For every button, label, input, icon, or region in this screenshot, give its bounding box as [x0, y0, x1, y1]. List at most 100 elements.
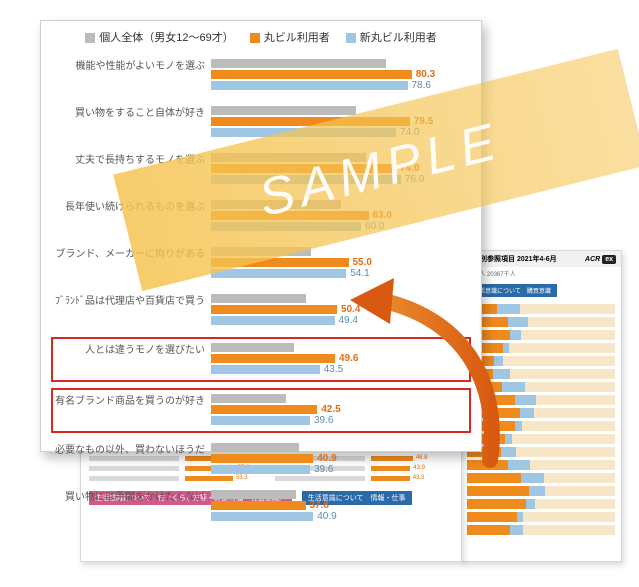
value-c: 39.6	[314, 464, 333, 475]
row-bars: 49.643.5	[211, 343, 467, 376]
value-c: 40.9	[317, 511, 336, 522]
legend-item: 個人全体（男女12～69才）	[85, 29, 233, 45]
legend-label: 新丸ビル利用者	[360, 32, 437, 44]
bar-series-a	[211, 394, 286, 403]
bgB-tile	[467, 343, 615, 353]
row-bars: 79.574.0	[211, 106, 467, 139]
row-label: ブランド、メーカーに拘りがある	[55, 247, 211, 262]
bar-series-b	[211, 258, 349, 267]
bar-series-b	[211, 164, 396, 173]
value-b: 79.5	[414, 116, 433, 127]
row-label: 買い物には手間をかけたくない	[55, 490, 211, 505]
bgB-tile	[467, 304, 615, 314]
legend-label: 丸ビル利用者	[264, 32, 330, 44]
bgB-tile	[467, 382, 615, 392]
value-c: 78.6	[412, 80, 431, 91]
value-b: 50.4	[341, 304, 360, 315]
chart-row: 機能や性能がよいモノを選ぶ80.378.6	[55, 59, 467, 92]
row-label: 買い物をすること自体が好き	[55, 106, 211, 121]
bgB-tiles	[461, 304, 621, 535]
bgB-tile	[467, 447, 615, 457]
row-bars: 40.939.6	[211, 443, 467, 476]
chart-row: 人とは違うモノを選びたい49.643.5	[55, 341, 467, 378]
value-c: 39.6	[314, 415, 333, 426]
chart-row: 長年使い続けられるものを選ぶ63.060.0	[55, 200, 467, 233]
bgB-tile	[467, 330, 615, 340]
row-bars: 55.054.1	[211, 247, 467, 280]
row-bars: 74.076.0	[211, 153, 467, 186]
bgB-header-right: ACRex	[585, 256, 616, 263]
value-b: 49.6	[339, 353, 358, 364]
bar-series-c	[211, 465, 310, 474]
row-label: 丈夫で長持ちするモノを選ぶ	[55, 153, 211, 168]
value-b: 63.0	[373, 210, 392, 221]
bar-series-b	[211, 70, 412, 79]
value-b: 55.0	[353, 257, 372, 268]
value-b: 80.3	[416, 69, 435, 80]
bgB-tile	[467, 512, 615, 522]
row-label: 必要なもの以外、買わないほうだ	[55, 443, 211, 458]
bar-series-b	[211, 501, 306, 510]
chart-row: 買い物には手間をかけたくない37.840.9	[55, 490, 467, 523]
value-c: 43.5	[324, 364, 343, 375]
bar-series-c	[211, 128, 396, 137]
bgB-tile	[467, 486, 615, 496]
chart-row: ﾌﾞﾗﾝﾄﾞ品は代理店や百貨店で買う50.449.4	[55, 294, 467, 327]
row-label: 機能や性能がよいモノを選ぶ	[55, 59, 211, 74]
row-bars: 63.060.0	[211, 200, 467, 233]
bgB-tile	[467, 525, 615, 535]
bar-series-a	[211, 490, 296, 499]
value-b: 37.8	[310, 500, 329, 511]
legend-item: 丸ビル利用者	[250, 29, 330, 45]
bar-series-a	[211, 343, 294, 352]
row-label: 人とは違うモノを選びたい	[55, 343, 211, 358]
legend: 個人全体（男女12～69才） 丸ビル利用者 新丸ビル利用者	[41, 21, 481, 53]
value-c: 74.0	[400, 127, 419, 138]
bgB-tile	[467, 473, 615, 483]
bgB-tile	[467, 421, 615, 431]
bg-report-right: 施設別参照項目 2021年4-6月 ACRex 5339人 20367千人 生活…	[460, 250, 622, 562]
bar-series-a	[211, 294, 306, 303]
bgB-header: 施設別参照項目 2021年4-6月 ACRex	[461, 251, 621, 267]
legend-swatch	[85, 33, 95, 43]
bar-series-b	[211, 354, 335, 363]
legend-swatch	[346, 33, 356, 43]
chart-row: 買い物をすること自体が好き79.574.0	[55, 106, 467, 139]
bar-series-c	[211, 269, 346, 278]
bgB-tile	[467, 356, 615, 366]
bar-series-b	[211, 405, 317, 414]
bgB-tile	[467, 317, 615, 327]
bar-series-c	[211, 175, 401, 184]
bar-series-a	[211, 247, 311, 256]
bgB-tile	[467, 408, 615, 418]
bar-series-a	[211, 106, 356, 115]
legend-swatch	[250, 33, 260, 43]
row-label: 有名ブランド商品を買うのが好き	[55, 394, 211, 409]
bgB-tile	[467, 499, 615, 509]
bar-series-c	[211, 512, 313, 521]
row-bars: 80.378.6	[211, 59, 467, 92]
value-b: 42.5	[321, 404, 340, 415]
brand-ex: ex	[602, 255, 616, 264]
chart-row: 有名ブランド商品を買うのが好き42.539.6	[55, 392, 467, 429]
bar-series-b	[211, 454, 313, 463]
bar-series-c	[211, 316, 335, 325]
bar-series-a	[211, 443, 299, 452]
bar-series-c	[211, 222, 361, 231]
brand-acr: ACR	[585, 256, 600, 263]
row-bars: 42.539.6	[211, 394, 467, 427]
row-label: 長年使い続けられるものを選ぶ	[55, 200, 211, 215]
value-c: 76.0	[405, 174, 424, 185]
bgB-tile	[467, 460, 615, 470]
value-c: 49.4	[339, 315, 358, 326]
bgB-tile	[467, 369, 615, 379]
value-b: 74.0	[400, 163, 419, 174]
row-bars: 37.840.9	[211, 490, 467, 523]
main-chart-panel: 個人全体（男女12～69才） 丸ビル利用者 新丸ビル利用者 機能や性能がよいモノを選…	[40, 20, 482, 452]
bar-series-b	[211, 211, 369, 220]
chart-row: 必要なもの以外、買わないほうだ40.939.6	[55, 443, 467, 476]
bgB-tile	[467, 434, 615, 444]
chart-body: 機能や性能がよいモノを選ぶ80.378.6買い物をすること自体が好き79.574…	[41, 53, 481, 547]
bgB-sub: 5339人 20367千人	[461, 267, 621, 280]
bar-series-a	[211, 59, 386, 68]
